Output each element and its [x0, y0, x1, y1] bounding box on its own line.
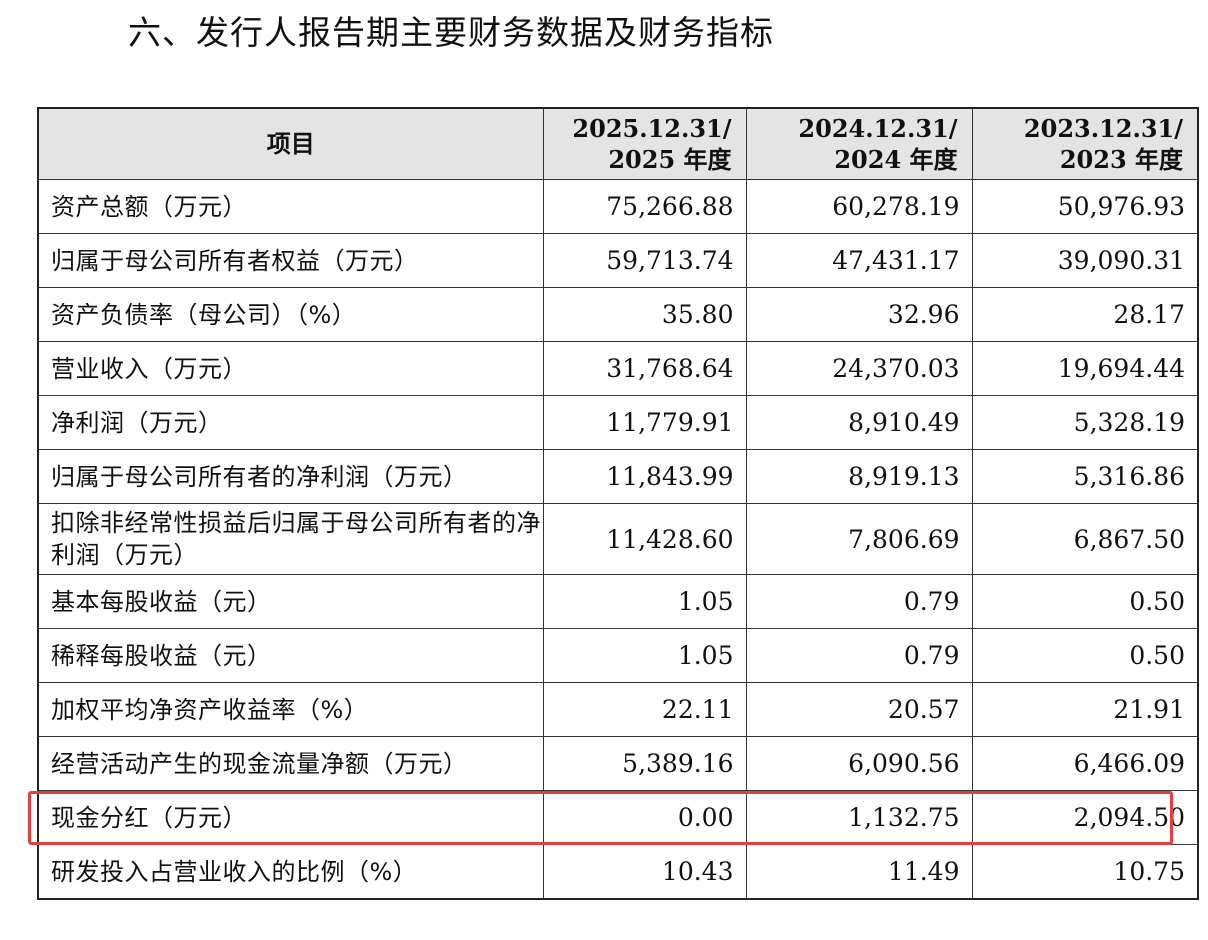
row-label: 净利润（万元）	[37, 395, 544, 450]
value-2025: 1.05	[542, 628, 747, 683]
header-2023: 2023.12.31/ 2023 年度	[971, 107, 1199, 180]
table-row: 资产总额（万元） 75,266.88 60,278.19 50,976.93	[37, 179, 1199, 234]
value-2024: 60,278.19	[745, 179, 973, 234]
row-label: 研发投入占营业收入的比例（%）	[37, 844, 544, 900]
financial-data-table: 项目 2025.12.31/ 2025 年度 2024.12.31/ 2024 …	[37, 107, 1199, 900]
value-2024: 32.96	[745, 287, 973, 342]
table-row: 经营活动产生的现金流量净额（万元） 5,389.16 6,090.56 6,46…	[37, 736, 1199, 791]
row-label: 加权平均净资产收益率（%）	[37, 682, 544, 737]
value-2025: 11,779.91	[542, 395, 747, 450]
table-row: 加权平均净资产收益率（%） 22.11 20.57 21.91	[37, 682, 1199, 737]
row-label: 基本每股收益（元）	[37, 574, 544, 629]
value-2025: 11,428.60	[542, 503, 747, 575]
value-2024: 7,806.69	[745, 503, 973, 575]
table-row: 扣除非经常性损益后归属于母公司所有者的净利润（万元） 11,428.60 7,8…	[37, 503, 1199, 575]
row-label: 资产负债率（母公司）（%）	[37, 287, 544, 342]
value-2024: 0.79	[745, 574, 973, 629]
table-row: 研发投入占营业收入的比例（%） 10.43 11.49 10.75	[37, 844, 1199, 900]
value-2023: 39,090.31	[971, 233, 1199, 288]
value-2025: 10.43	[542, 844, 747, 900]
value-2024: 8,919.13	[745, 449, 973, 504]
table-row: 净利润（万元） 11,779.91 8,910.49 5,328.19	[37, 395, 1199, 450]
value-2023: 0.50	[971, 574, 1199, 629]
value-2024: 24,370.03	[745, 341, 973, 396]
value-2025: 11,843.99	[542, 449, 747, 504]
table-row: 稀释每股收益（元） 1.05 0.79 0.50	[37, 628, 1199, 683]
value-2023: 21.91	[971, 682, 1199, 737]
table-row: 归属于母公司所有者的净利润（万元） 11,843.99 8,919.13 5,3…	[37, 449, 1199, 504]
row-label: 扣除非经常性损益后归属于母公司所有者的净利润（万元）	[37, 503, 544, 575]
value-2025: 5,389.16	[542, 736, 747, 791]
value-2024: 6,090.56	[745, 736, 973, 791]
table-row: 营业收入（万元） 31,768.64 24,370.03 19,694.44	[37, 341, 1199, 396]
value-2023: 28.17	[971, 287, 1199, 342]
value-2024: 47,431.17	[745, 233, 973, 288]
value-2024: 0.79	[745, 628, 973, 683]
row-label: 资产总额（万元）	[37, 179, 544, 234]
header-item: 项目	[37, 107, 544, 180]
header-2023-year: 2023 年度	[1059, 145, 1183, 174]
header-item-label: 项目	[266, 130, 315, 158]
value-2023: 10.75	[971, 844, 1199, 900]
value-2023: 5,316.86	[971, 449, 1199, 504]
page-title: 六、发行人报告期主要财务数据及财务指标	[128, 13, 774, 52]
table-row-highlighted: 现金分红（万元） 0.00 1,132.75 2,094.50	[37, 790, 1199, 845]
row-label: 营业收入（万元）	[37, 341, 544, 396]
header-2024-year: 2024 年度	[834, 145, 958, 174]
header-2023-date: 2023.12.31/	[1023, 114, 1183, 143]
value-2025: 22.11	[542, 682, 747, 737]
header-2024-date: 2024.12.31/	[798, 114, 958, 143]
header-2025: 2025.12.31/ 2025 年度	[542, 107, 747, 180]
value-2025: 59,713.74	[542, 233, 747, 288]
table-row: 归属于母公司所有者权益（万元） 59,713.74 47,431.17 39,0…	[37, 233, 1199, 288]
value-2023: 6,867.50	[971, 503, 1199, 575]
value-2025: 75,266.88	[542, 179, 747, 234]
value-2025: 35.80	[542, 287, 747, 342]
value-2024: 11.49	[745, 844, 973, 900]
table-row: 资产负债率（母公司）（%） 35.80 32.96 28.17	[37, 287, 1199, 342]
row-label: 稀释每股收益（元）	[37, 628, 544, 683]
value-2023: 0.50	[971, 628, 1199, 683]
value-2023: 19,694.44	[971, 341, 1199, 396]
value-2023: 6,466.09	[971, 736, 1199, 791]
value-2025: 1.05	[542, 574, 747, 629]
value-2024: 20.57	[745, 682, 973, 737]
header-2025-year: 2025 年度	[608, 145, 732, 174]
value-2024: 1,132.75	[745, 790, 973, 845]
header-2024: 2024.12.31/ 2024 年度	[745, 107, 973, 180]
value-2023: 50,976.93	[971, 179, 1199, 234]
value-2023: 2,094.50	[971, 790, 1199, 845]
row-label: 归属于母公司所有者的净利润（万元）	[37, 449, 544, 504]
header-2025-date: 2025.12.31/	[572, 114, 732, 143]
table-row: 基本每股收益（元） 1.05 0.79 0.50	[37, 574, 1199, 629]
row-label: 现金分红（万元）	[37, 790, 544, 845]
value-2025: 31,768.64	[542, 341, 747, 396]
row-label: 归属于母公司所有者权益（万元）	[37, 233, 544, 288]
row-label: 经营活动产生的现金流量净额（万元）	[37, 736, 544, 791]
value-2025: 0.00	[542, 790, 747, 845]
value-2024: 8,910.49	[745, 395, 973, 450]
value-2023: 5,328.19	[971, 395, 1199, 450]
table-header-row: 项目 2025.12.31/ 2025 年度 2024.12.31/ 2024 …	[37, 107, 1199, 180]
